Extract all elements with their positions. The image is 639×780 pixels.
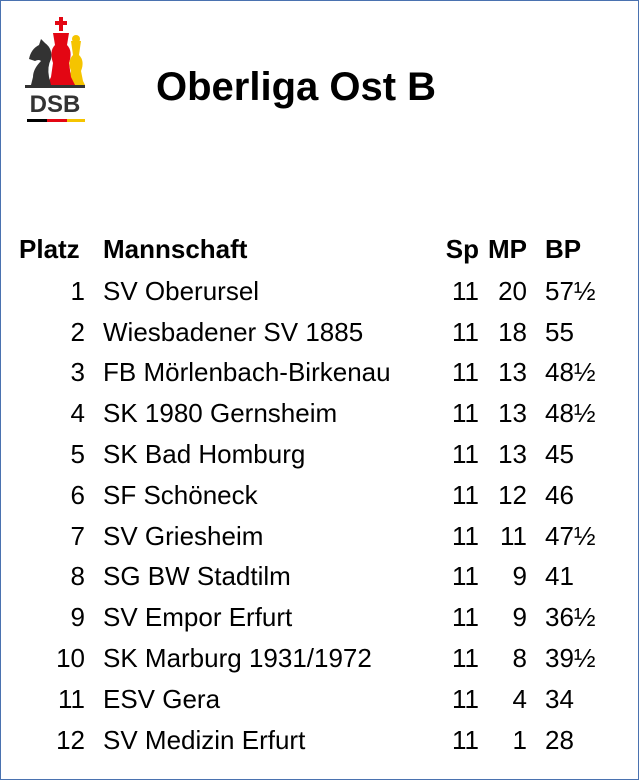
- cell-bp: 45: [545, 439, 574, 470]
- column-header-mannschaft: Mannschaft: [103, 233, 248, 264]
- cell-sp: 11: [452, 479, 479, 510]
- cell-mannschaft: SG BW Stadtilm: [103, 561, 291, 592]
- cell-platz: 7: [70, 520, 85, 551]
- cell-mp: 11: [500, 520, 527, 551]
- cell-sp: 11: [452, 398, 479, 429]
- table-row: 5 SK Bad Homburg 11 13 45: [13, 434, 613, 475]
- cell-mannschaft: ESV Gera: [103, 683, 221, 714]
- cell-sp: 11: [452, 683, 479, 714]
- cell-mannschaft: SK Marburg 1931/1972: [103, 643, 372, 674]
- table-row: 4 SK 1980 Gernsheim 11 13 48½: [13, 393, 613, 434]
- cell-mp: 9: [512, 561, 527, 592]
- cell-platz: 1: [70, 275, 85, 306]
- table-row: 8 SG BW Stadtilm 11 9 41: [13, 557, 613, 598]
- cell-sp: 11: [452, 643, 479, 674]
- cell-mp: 4: [512, 683, 527, 714]
- cell-platz: 2: [70, 316, 85, 347]
- column-header-mp: MP: [488, 233, 527, 264]
- cell-platz: 4: [70, 398, 85, 429]
- cell-mp: 8: [512, 643, 527, 674]
- cell-platz: 9: [70, 602, 85, 633]
- table-row: 12 SV Medizin Erfurt 11 1 28: [13, 720, 613, 761]
- cell-mannschaft: FB Mörlenbach-Birkenau: [103, 357, 391, 388]
- cell-sp: 11: [452, 520, 479, 551]
- cell-bp: 48½: [545, 357, 596, 388]
- page-title: Oberliga Ost B: [156, 65, 437, 109]
- cell-bp: 57½: [545, 275, 596, 306]
- dsb-logo: DSB: [25, 17, 85, 122]
- column-header-platz: Platz: [19, 233, 80, 264]
- cell-platz: 5: [70, 439, 85, 470]
- cell-bp: 39½: [545, 643, 596, 674]
- table-row: 1 SV Oberursel 11 20 57½: [13, 271, 613, 312]
- cell-bp: 55: [545, 316, 574, 347]
- cell-sp: 11: [452, 561, 479, 592]
- cell-bp: 28: [545, 724, 574, 755]
- cell-bp: 41: [545, 561, 574, 592]
- table-row: 9 SV Empor Erfurt 11 9 36½: [13, 597, 613, 638]
- cell-mp: 20: [498, 275, 527, 306]
- cell-mannschaft: SV Empor Erfurt: [103, 602, 293, 633]
- cell-sp: 11: [452, 439, 479, 470]
- cell-sp: 11: [452, 316, 479, 347]
- cell-sp: 11: [452, 724, 479, 755]
- cell-mp: 18: [498, 316, 527, 347]
- table-row: 7 SV Griesheim 11 11 47½: [13, 516, 613, 557]
- cell-sp: 11: [452, 602, 479, 633]
- cell-mp: 1: [512, 724, 527, 755]
- cell-mannschaft: SV Oberursel: [103, 275, 260, 306]
- cell-bp: 46: [545, 479, 574, 510]
- cell-bp: 34: [545, 683, 574, 714]
- column-header-sp: Sp: [445, 233, 479, 264]
- column-header-bp: BP: [545, 233, 582, 264]
- cell-bp: 36½: [545, 602, 596, 633]
- table-row: 3 FB Mörlenbach-Birkenau 11 13 48½: [13, 353, 613, 394]
- cell-mannschaft: SK Bad Homburg: [103, 439, 306, 470]
- table-header-row: Platz Mannschaft Sp MP BP: [13, 227, 613, 271]
- cell-platz: 8: [70, 561, 85, 592]
- table-row: 10 SK Marburg 1931/1972 11 8 39½: [13, 638, 613, 679]
- table-row: 6 SF Schöneck 11 12 46: [13, 475, 613, 516]
- standings-table: Platz Mannschaft Sp MP BP 1 SV Oberursel 1…: [13, 227, 613, 761]
- cell-mp: 13: [498, 439, 527, 470]
- cell-platz: 12: [56, 724, 85, 755]
- cell-mannschaft: SV Medizin Erfurt: [103, 724, 306, 755]
- table-row: 11 ESV Gera 11 4 34: [13, 679, 613, 720]
- cell-platz: 3: [70, 357, 85, 388]
- cell-mp: 12: [498, 479, 527, 510]
- logo-text: DSB: [30, 91, 81, 118]
- cell-bp: 48½: [545, 398, 596, 429]
- cell-mp: 13: [498, 398, 527, 429]
- cell-platz: 6: [70, 479, 85, 510]
- cell-bp: 47½: [545, 520, 596, 551]
- cell-mannschaft: Wiesbadener SV 1885: [103, 316, 364, 347]
- cell-mannschaft: SV Griesheim: [103, 520, 264, 551]
- cell-platz: 10: [56, 643, 85, 674]
- table-row: 2 Wiesbadener SV 1885 11 18 55: [13, 312, 613, 353]
- cell-mannschaft: SK 1980 Gernsheim: [103, 398, 338, 429]
- cell-mp: 13: [498, 357, 527, 388]
- cell-platz: 11: [58, 683, 85, 714]
- cell-sp: 11: [452, 357, 479, 388]
- cell-mp: 9: [512, 602, 527, 633]
- cell-mannschaft: SF Schöneck: [103, 479, 258, 510]
- cell-sp: 11: [452, 275, 479, 306]
